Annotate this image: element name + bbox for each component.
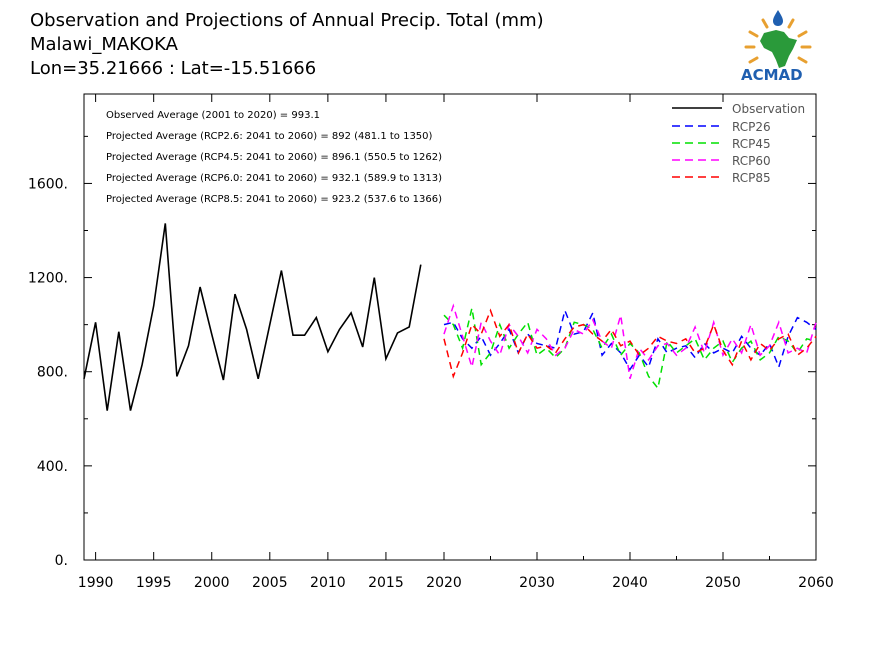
legend-label-rcp45: RCP45 [732,137,771,151]
acmad-logo: ACMAD [741,10,812,84]
x-tick-label: 2050 [705,575,741,591]
x-tick-label: 2030 [519,575,555,591]
annotation-rcp45-average: Projected Average (RCP4.5: 2041 to 2060)… [106,152,442,163]
raindrop-icon [773,10,783,26]
x-tick-label: 2060 [798,575,834,591]
legend-label-rcp85: RCP85 [732,171,771,185]
y-tick-label: 1600. [28,176,68,192]
series-line-observation [83,223,422,411]
chart-title: Observation and Projections of Annual Pr… [30,10,544,31]
x-tick-label: 1990 [78,575,114,591]
logo-text: ACMAD [741,66,803,84]
x-tick-label: 2020 [426,575,462,591]
annotation-rcp26-average: Projected Average (RCP2.6: 2041 to 2060)… [106,131,433,142]
annotation-observed-average: Observed Average (2001 to 2020) = 993.1 [106,110,320,121]
y-tick-label: 800. [37,365,68,381]
x-tick-label: 2010 [310,575,346,591]
series-line-rcp85 [443,308,817,379]
x-tick-label: 2040 [612,575,648,591]
station-name: Malawi_MAKOKA [30,34,179,55]
station-coordinates: Lon=35.21666 : Lat=-15.51666 [30,58,316,79]
series-line-rcp60 [443,303,817,380]
x-tick-label: 1995 [136,575,172,591]
legend-label-rcp60: RCP60 [732,154,771,168]
x-tick-label: 2005 [252,575,288,591]
sun-rays-icon [744,18,812,64]
x-tick-label: 2015 [368,575,404,591]
annotation-rcp60-average: Projected Average (RCP6.0: 2041 to 2060)… [106,173,442,184]
plot-frame [83,93,817,561]
y-tick-label: 1200. [28,271,68,287]
legend-label-observation: Observation [732,102,805,116]
series-line-rcp45 [443,308,817,390]
x-tick-label: 2000 [194,575,230,591]
annotations: Observed Average (2001 to 2020) = 993.1 … [106,110,442,205]
y-tick-label: 400. [37,459,68,475]
series-line-rcp26 [443,308,817,371]
legend: Observation RCP26 RCP45 RCP60 RCP85 [672,102,805,185]
legend-label-rcp26: RCP26 [732,120,771,134]
africa-map-icon [760,30,797,68]
annotation-rcp85-average: Projected Average (RCP8.5: 2041 to 2060)… [106,194,442,205]
axis-ticks: 1990 1995 2000 2005 2010 2015 2020 2030 2040 2050… [28,94,834,591]
y-tick-label: 0. [55,553,68,569]
series-layer [83,223,817,411]
